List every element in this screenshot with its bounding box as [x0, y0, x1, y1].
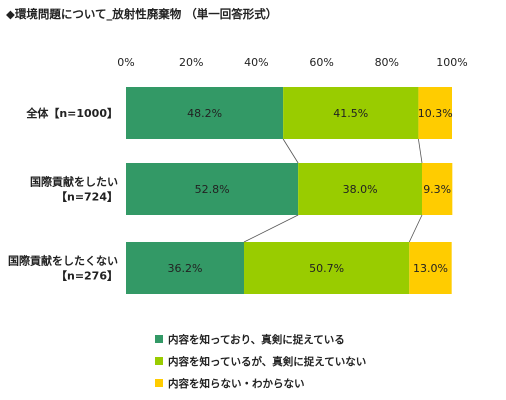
bar-segment [283, 87, 419, 139]
legend-label: 内容を知らない・わからない [168, 377, 305, 390]
connector-line [408, 214, 423, 243]
bar-segment [126, 87, 284, 139]
data-label: 10.3% [418, 107, 453, 120]
data-label: 50.7% [309, 262, 344, 275]
connector-line [418, 138, 423, 164]
x-tick-label: 80% [375, 56, 399, 69]
bar-segment [126, 163, 299, 215]
data-label: 48.2% [187, 107, 222, 120]
bar-segment [418, 87, 452, 139]
legend-item-known-not-serious: 内容を知っているが、真剣に捉えていない [155, 350, 366, 372]
data-label: 9.3% [423, 183, 451, 196]
chart-title: ◆環境問題について_放射性廃棄物 （単一回答形式） [6, 7, 278, 21]
legend-swatch [155, 357, 163, 365]
x-tick-label: 0% [117, 56, 134, 69]
category-label: 国際貢献をしたい【n=724】 [30, 175, 118, 204]
bar-segment [409, 242, 452, 294]
x-tick-label: 100% [436, 56, 467, 69]
x-tick-label: 60% [309, 56, 333, 69]
data-label: 52.8% [195, 183, 230, 196]
legend-item-known-serious: 内容を知っており、真剣に捉えている [155, 328, 366, 350]
connector-line [243, 214, 299, 243]
bar-segment [244, 242, 410, 294]
legend-label: 内容を知っており、真剣に捉えている [168, 333, 345, 346]
legend-swatch [155, 379, 163, 387]
bar-segment [298, 163, 423, 215]
legend-item-unknown: 内容を知らない・わからない [155, 372, 366, 394]
legend: 内容を知っており、真剣に捉えている 内容を知っているが、真剣に捉えていない 内容… [155, 328, 366, 394]
data-label: 36.2% [168, 262, 203, 275]
connector-line [282, 138, 299, 164]
bar-segment [126, 242, 245, 294]
data-label: 13.0% [413, 262, 448, 275]
category-label: 国際貢献をしたくない【n=276】 [8, 254, 118, 283]
data-label: 41.5% [333, 107, 368, 120]
category-label: 全体【n=1000】 [25, 106, 118, 120]
legend-label: 内容を知っているが、真剣に捉えていない [168, 355, 367, 368]
x-tick-label: 20% [179, 56, 203, 69]
bar-segment [422, 163, 453, 215]
stacked-bar-chart: 0% 20% 40% 60% 80% 100% 48.2% 41.5% 10.3% 全体【n=10… [8, 56, 468, 294]
data-label: 38.0% [343, 183, 378, 196]
x-tick-label: 40% [244, 56, 268, 69]
legend-swatch [155, 335, 163, 343]
